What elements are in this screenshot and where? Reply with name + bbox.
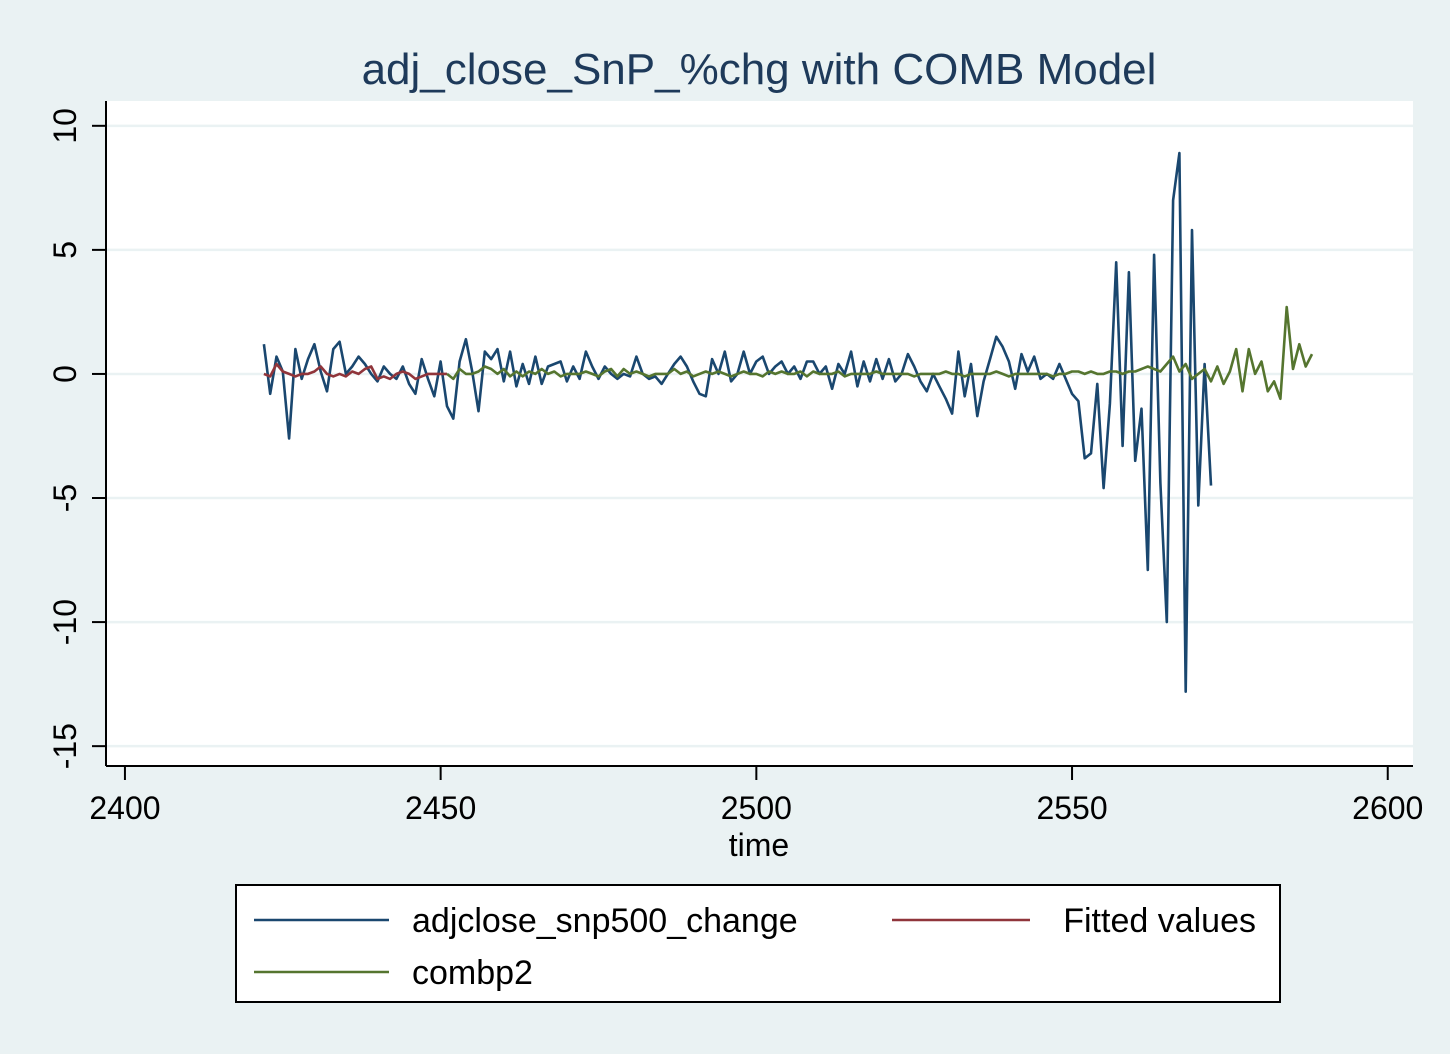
legend-box — [235, 884, 1281, 1003]
legend-label: adjclose_snp500_change — [412, 902, 798, 940]
plot-area — [106, 101, 1413, 766]
x-tick-label: 2400 — [89, 790, 160, 826]
x-tick-label: 2600 — [1352, 790, 1423, 826]
legend-label: Fitted values — [1063, 902, 1256, 940]
x-axis-label: time — [729, 827, 789, 863]
series-group — [262, 151, 1314, 693]
legend: adjclose_snp500_change Fitted values combp… — [235, 884, 1281, 1003]
y-tick-label: -5 — [47, 484, 83, 512]
x-tick-label: 2500 — [721, 790, 792, 826]
y-tick-label: -10 — [47, 599, 83, 645]
axes: -15 -10 -5 0 5 10 2400 2450 2500 2550 2600 — [47, 101, 1423, 826]
y-tick-label: 5 — [47, 241, 83, 259]
y-tick-label: -15 — [47, 723, 83, 769]
series-line — [263, 362, 447, 381]
y-tick-label: 0 — [47, 365, 83, 383]
chart-title: adj_close_SnP_%chg with COMB Model — [362, 45, 1157, 94]
legend-label: combp2 — [412, 954, 533, 992]
y-tick-label: 10 — [47, 108, 83, 144]
series-line — [446, 305, 1314, 401]
x-tick-label: 2450 — [405, 790, 476, 826]
x-tick-label: 2550 — [1036, 790, 1107, 826]
